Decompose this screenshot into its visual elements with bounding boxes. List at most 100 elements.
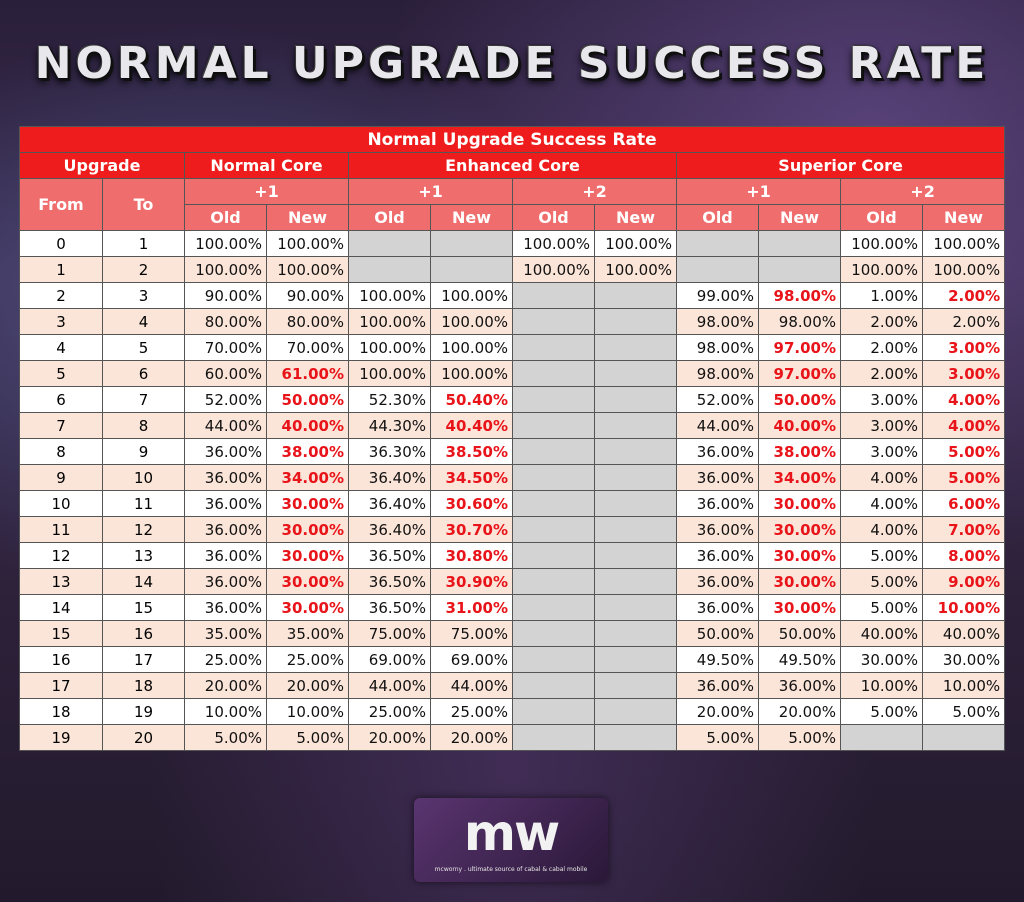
cell-s2n: 100.00% xyxy=(921,256,1006,283)
cell-e2o xyxy=(512,672,595,699)
cell-to: 18 xyxy=(102,672,185,699)
cell-s1n: 38.00% xyxy=(758,438,841,465)
cell-s1n: 30.00% xyxy=(758,568,841,595)
cell-e1o: 36.40% xyxy=(348,516,431,543)
cell-s1o: 20.00% xyxy=(676,698,759,725)
cell-s2n: 100.00% xyxy=(921,230,1006,257)
cell-n1n: 30.00% xyxy=(266,568,349,595)
cell-n1n: 61.00% xyxy=(266,360,349,387)
cell-s1n: 5.00% xyxy=(758,724,841,751)
logo-tagline: mcworny . ultimate source of cabal & cab… xyxy=(434,866,588,873)
cell-n1n: 30.00% xyxy=(266,594,349,621)
cell-e2n xyxy=(594,724,677,751)
cell-s2n: 8.00% xyxy=(921,542,1006,569)
cell-n1n: 35.00% xyxy=(266,620,349,647)
cell-n1n: 30.00% xyxy=(266,490,349,517)
cell-to: 13 xyxy=(102,542,185,569)
cell-s2o: 40.00% xyxy=(840,620,923,647)
cell-s2n: 5.00% xyxy=(921,438,1006,465)
cell-s1n xyxy=(758,256,841,283)
cell-n1o: 36.00% xyxy=(184,516,267,543)
cell-n1o: 100.00% xyxy=(184,256,267,283)
cell-n1o: 70.00% xyxy=(184,334,267,361)
cell-s2o: 5.00% xyxy=(840,542,923,569)
cell-s1o: 44.00% xyxy=(676,412,759,439)
upgrade-rate-table: Normal Upgrade Success Rate Upgrade Norm… xyxy=(18,126,1006,751)
cell-e2n xyxy=(594,386,677,413)
table-row: 19 20 5.00% 5.00% 20.00% 20.00% 5.00% 5.00% xyxy=(19,724,1006,751)
cell-from: 19 xyxy=(19,724,103,751)
cell-s2n: 2.00% xyxy=(921,308,1006,335)
cell-n1n: 30.00% xyxy=(266,516,349,543)
cell-e2o xyxy=(512,334,595,361)
cell-e2n xyxy=(594,516,677,543)
table-row: 15 16 35.00% 35.00% 75.00% 75.00% 50.00% 50.00%… xyxy=(19,620,1006,647)
cell-s1o xyxy=(676,256,759,283)
cell-n1o: 36.00% xyxy=(184,464,267,491)
cell-e1n: 30.80% xyxy=(430,542,513,569)
cell-from: 1 xyxy=(19,256,103,283)
header-normal-plus1: +1 xyxy=(184,178,349,205)
table-row: 12 13 36.00% 30.00% 36.50% 30.80% 36.00% 30.00%… xyxy=(19,542,1006,569)
cell-n1o: 90.00% xyxy=(184,282,267,309)
cell-to: 6 xyxy=(102,360,185,387)
cell-n1n: 80.00% xyxy=(266,308,349,335)
cell-e2o xyxy=(512,308,595,335)
table-row: 18 19 10.00% 10.00% 25.00% 25.00% 20.00% 20.00%… xyxy=(19,698,1006,725)
cell-e2o xyxy=(512,464,595,491)
cell-to: 3 xyxy=(102,282,185,309)
cell-e2n xyxy=(594,308,677,335)
cell-e2o xyxy=(512,386,595,413)
page-title: NORMAL UPGRADE SUCCESS RATE xyxy=(34,38,990,89)
table-row: 2 3 90.00% 90.00% 100.00% 100.00% 99.00% 98.00%… xyxy=(19,282,1006,309)
cell-from: 10 xyxy=(19,490,103,517)
cell-to: 19 xyxy=(102,698,185,725)
cell-s1o: 49.50% xyxy=(676,646,759,673)
cell-s2n: 9.00% xyxy=(921,568,1006,595)
cell-n1n: 5.00% xyxy=(266,724,349,751)
cell-e2n xyxy=(594,464,677,491)
cell-from: 13 xyxy=(19,568,103,595)
header-upgrade: Upgrade xyxy=(19,152,185,179)
cell-s2n: 3.00% xyxy=(921,334,1006,361)
table-row: 7 8 44.00% 40.00% 44.30% 40.40% 44.00% 40.00% 3.… xyxy=(19,412,1006,439)
cell-e1o: 44.00% xyxy=(348,672,431,699)
cell-e2n: 100.00% xyxy=(594,230,677,257)
cell-to: 16 xyxy=(102,620,185,647)
header-to: To xyxy=(102,178,185,231)
cell-s2o: 100.00% xyxy=(840,256,923,283)
cell-from: 5 xyxy=(19,360,103,387)
cell-e1o: 75.00% xyxy=(348,620,431,647)
cell-from: 6 xyxy=(19,386,103,413)
cell-e2n xyxy=(594,698,677,725)
cell-e2o xyxy=(512,646,595,673)
cell-e2n xyxy=(594,360,677,387)
cell-s1o: 98.00% xyxy=(676,334,759,361)
header-old: Old xyxy=(676,204,759,231)
cell-from: 2 xyxy=(19,282,103,309)
cell-s2n: 10.00% xyxy=(921,672,1006,699)
cell-from: 0 xyxy=(19,230,103,257)
cell-e2n xyxy=(594,334,677,361)
cell-e1o: 52.30% xyxy=(348,386,431,413)
cell-s1o: 36.00% xyxy=(676,568,759,595)
cell-n1n: 34.00% xyxy=(266,464,349,491)
cell-e2o xyxy=(512,724,595,751)
cell-n1o: 5.00% xyxy=(184,724,267,751)
cell-from: 14 xyxy=(19,594,103,621)
cell-from: 11 xyxy=(19,516,103,543)
cell-e1n: 40.40% xyxy=(430,412,513,439)
table-row: 1 2 100.00% 100.00% 100.00% 100.00% 100.00% 100… xyxy=(19,256,1006,283)
cell-from: 7 xyxy=(19,412,103,439)
header-enhanced-core: Enhanced Core xyxy=(348,152,677,179)
cell-s1o: 36.00% xyxy=(676,516,759,543)
cell-e1n: 25.00% xyxy=(430,698,513,725)
cell-e2o xyxy=(512,438,595,465)
cell-n1o: 10.00% xyxy=(184,698,267,725)
cell-s2n: 30.00% xyxy=(921,646,1006,673)
cell-s1o: 52.00% xyxy=(676,386,759,413)
cell-e1n: 50.40% xyxy=(430,386,513,413)
cell-e1n: 100.00% xyxy=(430,282,513,309)
cell-e2n xyxy=(594,568,677,595)
cell-s2n: 4.00% xyxy=(921,386,1006,413)
